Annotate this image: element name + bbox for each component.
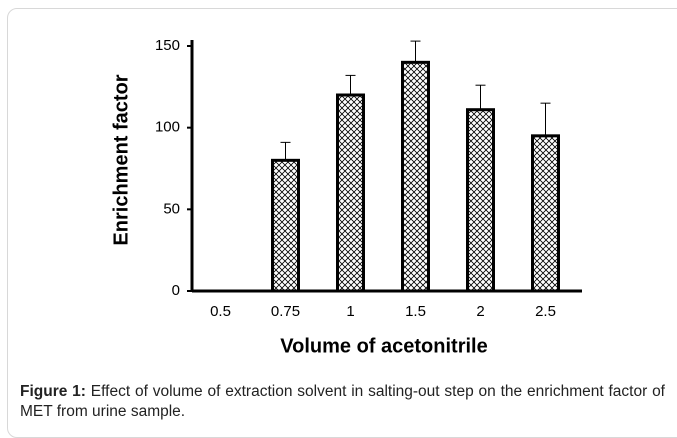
x-tick-label: 0.75	[271, 303, 300, 320]
bar	[531, 134, 560, 293]
y-tick-label: 50	[163, 200, 180, 217]
y-axis-label: Enrichment factor	[110, 74, 132, 245]
x-tick-label: 1	[346, 303, 354, 320]
y-tick-label: 100	[155, 119, 180, 136]
y-tick-label: 0	[172, 282, 180, 299]
y-tick-label: 150	[155, 37, 180, 54]
x-tick-label: 1.5	[405, 303, 426, 320]
caption: Figure 1: Effect of volume of extraction…	[20, 382, 665, 422]
bar	[336, 93, 365, 293]
bar	[271, 158, 300, 293]
x-tick-label: 0.5	[210, 303, 231, 320]
chart: Volume of acetonitrile Enrichment factor…	[110, 37, 582, 357]
caption-text: Effect of volume of extraction solvent i…	[20, 383, 665, 420]
x-tick-label: 2	[476, 303, 484, 320]
x-tick-label: 2.5	[535, 303, 556, 320]
x-axis-label: Volume of acetonitrile	[280, 335, 487, 357]
page: {"chart_data": {"type": "bar", "xlabel":…	[7, 8, 677, 438]
bar	[401, 60, 430, 293]
caption-label: Figure 1:	[20, 383, 86, 400]
bar	[466, 108, 495, 293]
